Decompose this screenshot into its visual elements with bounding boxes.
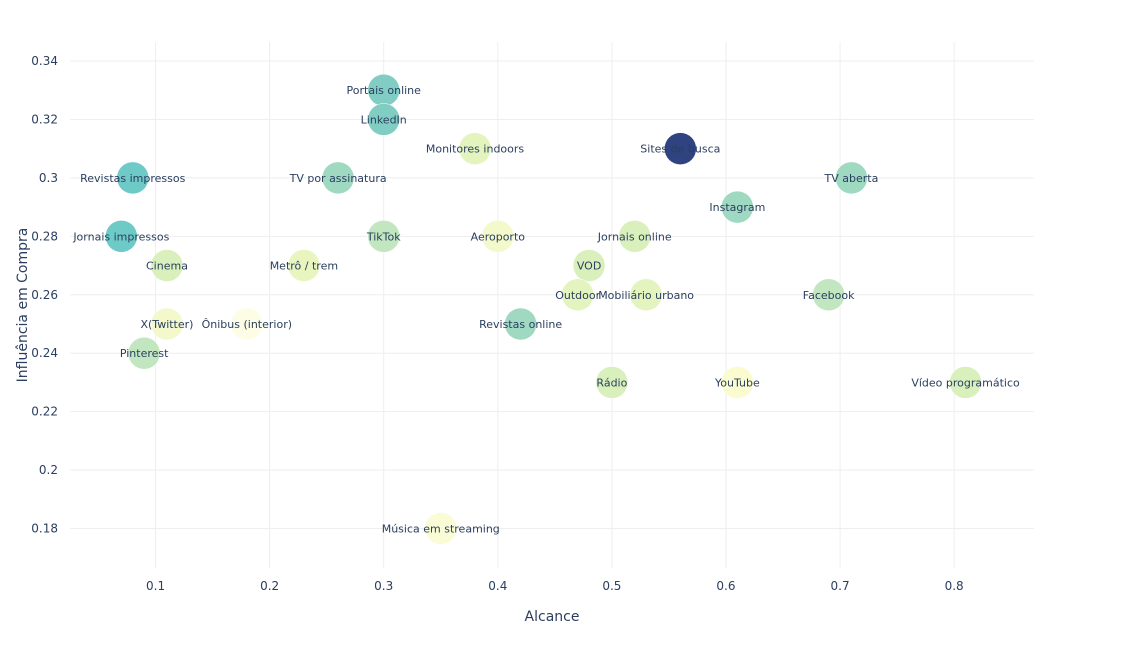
x-tick-label: 0.5 xyxy=(602,579,621,593)
y-tick-label: 0.3 xyxy=(39,171,58,185)
data-point-label: Vídeo programático xyxy=(911,376,1020,389)
data-point-label: Outdoor xyxy=(555,289,600,302)
data-point xyxy=(504,307,537,341)
y-tick-label: 0.34 xyxy=(31,54,58,68)
x-tick-label: 0.2 xyxy=(260,579,279,593)
data-points xyxy=(105,73,982,545)
data-point-label: Pinterest xyxy=(120,347,169,360)
x-tick-label: 0.3 xyxy=(374,579,393,593)
x-tick-label: 0.1 xyxy=(146,579,165,593)
data-point xyxy=(424,512,458,545)
data-point xyxy=(721,190,754,224)
x-tick-label: 0.8 xyxy=(945,579,964,593)
y-tick-label: 0.26 xyxy=(31,288,58,302)
data-point xyxy=(105,220,138,253)
data-point-labels: Portais online LinkedIn Monitores indoors S… xyxy=(72,84,1020,535)
y-tick-label: 0.24 xyxy=(31,346,58,360)
data-point-label: LinkedIn xyxy=(361,113,407,126)
data-point-label: Instagram xyxy=(709,201,765,214)
data-point xyxy=(561,278,594,312)
x-tick-label: 0.4 xyxy=(488,579,507,593)
data-point xyxy=(458,132,492,165)
data-point xyxy=(481,220,515,253)
x-axis-ticks: 0.1 0.2 0.3 0.4 0.5 0.6 0.7 0.8 xyxy=(146,579,964,593)
data-point-label: TV aberta xyxy=(824,172,879,185)
data-point xyxy=(321,161,355,195)
data-point-label: YouTube xyxy=(714,376,760,389)
data-point xyxy=(721,366,754,399)
data-point-label: Mobiliário urbano xyxy=(598,289,694,302)
data-point-label: Cinema xyxy=(146,260,188,273)
y-tick-label: 0.22 xyxy=(31,405,58,419)
y-tick-label: 0.18 xyxy=(31,522,58,536)
data-point-label: X(Twitter) xyxy=(140,318,193,331)
data-point xyxy=(572,249,606,282)
data-point xyxy=(367,103,400,136)
data-point-label: Sites de busca xyxy=(640,143,720,156)
data-point-label: Revistas online xyxy=(479,318,562,331)
data-point-label: Revistas impressos xyxy=(80,172,185,185)
x-tick-label: 0.7 xyxy=(831,579,850,593)
data-point xyxy=(230,307,264,341)
data-point-label: TikTok xyxy=(366,230,401,243)
data-point xyxy=(835,161,868,195)
y-tick-label: 0.32 xyxy=(31,112,58,126)
y-axis-ticks: 0.18 0.2 0.22 0.24 0.26 0.28 0.3 0.32 0.34 xyxy=(31,54,58,536)
data-point-label: Metrô / trem xyxy=(270,260,338,273)
data-point-label: Jornais online xyxy=(597,230,672,243)
x-tick-label: 0.6 xyxy=(716,579,735,593)
x-axis-title: Alcance xyxy=(525,609,580,625)
data-point-label: Aeroporto xyxy=(471,230,526,243)
data-point xyxy=(127,336,161,370)
data-point xyxy=(664,132,697,165)
data-point-label: Facebook xyxy=(803,289,855,302)
data-point-label: Portais online xyxy=(347,84,422,97)
data-point-label: Ônibus (interior) xyxy=(202,318,292,331)
data-point xyxy=(150,307,184,341)
data-point-label: Jornais impressos xyxy=(72,230,169,243)
data-point xyxy=(287,249,321,282)
data-point xyxy=(618,220,651,253)
data-point-label: Monitores indoors xyxy=(426,143,525,156)
data-point xyxy=(595,366,629,399)
y-tick-label: 0.2 xyxy=(39,463,58,477)
data-point xyxy=(949,366,982,399)
data-point xyxy=(629,278,663,312)
data-point-label: VOD xyxy=(577,260,601,273)
data-point-label: Rádio xyxy=(596,376,627,389)
y-tick-label: 0.28 xyxy=(31,229,58,243)
data-point-label: Música em streaming xyxy=(382,523,500,536)
data-point xyxy=(150,249,184,282)
y-grid-lines xyxy=(70,60,1034,530)
data-point xyxy=(116,161,149,195)
data-point xyxy=(812,278,845,312)
data-point-label: TV por assinatura xyxy=(289,172,387,185)
y-axis-title: Influência em Compra xyxy=(15,228,31,383)
data-point xyxy=(367,220,400,253)
